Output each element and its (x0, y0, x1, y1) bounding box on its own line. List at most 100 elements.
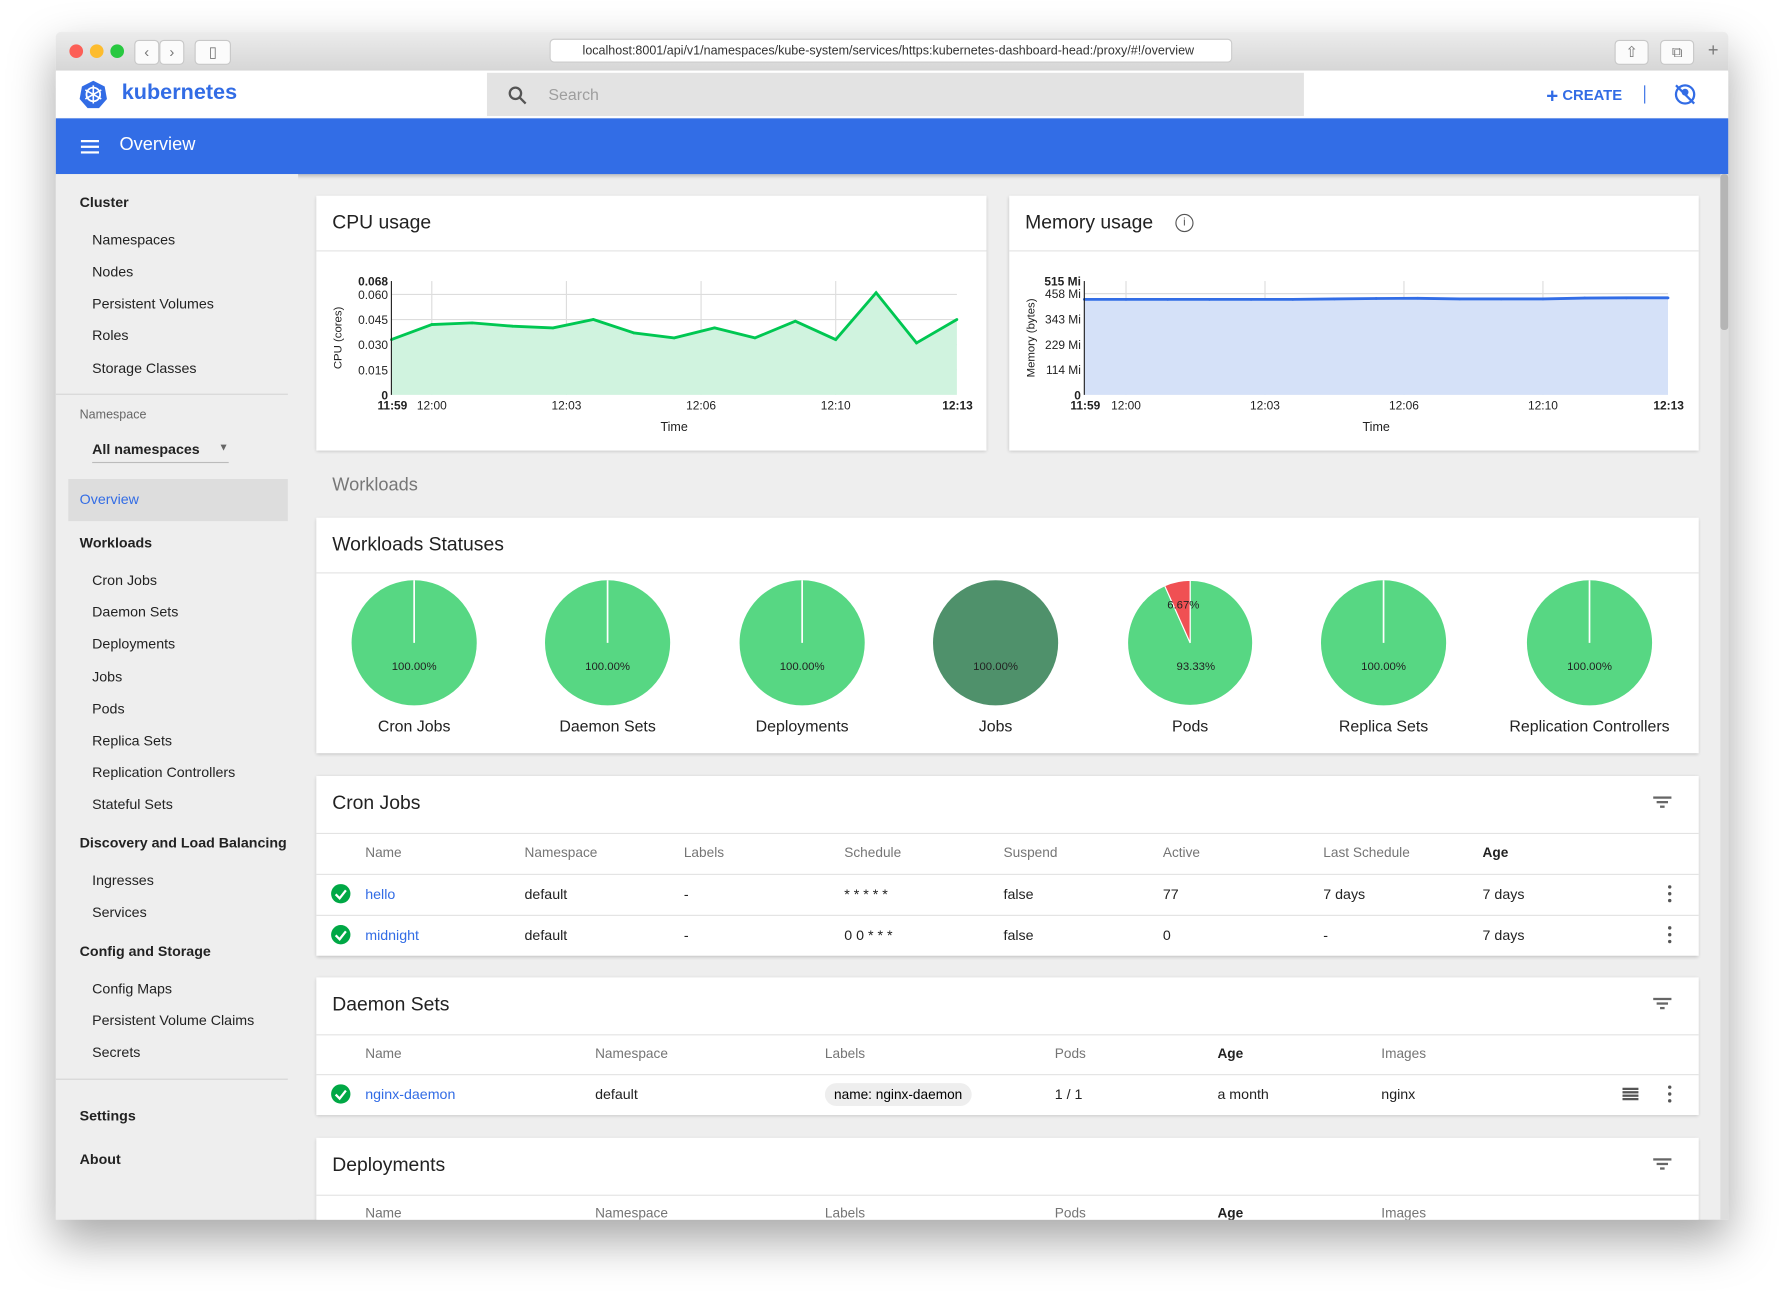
more-options-icon[interactable] (1668, 885, 1673, 903)
data-point[interactable] (1166, 298, 1170, 301)
kubernetes-logo-icon[interactable] (79, 80, 109, 110)
status-chart-replication-controllers[interactable]: 100.00% Replication Controllers (1493, 577, 1686, 748)
sidebar-item-daemon-sets[interactable]: Daemon Sets (92, 604, 179, 621)
data-point[interactable] (1624, 296, 1628, 300)
pie-slice-running[interactable] (545, 580, 671, 706)
status-chart-pods[interactable]: 93.33% 6.67% Pods (1093, 577, 1286, 748)
data-point[interactable] (1583, 296, 1586, 300)
data-point[interactable] (1499, 297, 1503, 301)
sidebar-item-replica-sets[interactable]: Replica Sets (92, 732, 173, 749)
resource-name-link[interactable]: nginx-daemon (365, 1086, 456, 1103)
filter-icon[interactable] (1653, 1158, 1672, 1172)
scrollbar[interactable] (1720, 174, 1729, 1220)
data-point[interactable] (874, 291, 878, 295)
sidebar-item-overview[interactable]: Overview (68, 479, 288, 522)
logs-icon[interactable] (1622, 1087, 1639, 1102)
data-point[interactable] (1249, 298, 1253, 301)
sidebar-item-persistent-volumes[interactable]: Persistent Volumes (92, 295, 214, 312)
sidebar-item-ingresses[interactable]: Ingresses (92, 872, 154, 889)
data-point[interactable] (955, 318, 959, 321)
sidebar-item-pods[interactable]: Pods (92, 700, 125, 717)
filter-icon[interactable] (1653, 997, 1672, 1012)
data-point[interactable] (753, 336, 757, 340)
data-point[interactable] (1208, 298, 1211, 301)
sidebar-item-namespaces[interactable]: Namespaces (92, 232, 176, 249)
data-point[interactable] (1458, 297, 1461, 301)
data-point[interactable] (793, 319, 797, 323)
close-window-button[interactable] (69, 44, 84, 59)
data-point[interactable] (1333, 297, 1336, 301)
pie-slice-succeeded[interactable] (932, 580, 1059, 706)
sidebar-item-config-maps[interactable]: Config Maps (92, 980, 173, 997)
data-point[interactable] (834, 338, 838, 341)
url-bar[interactable]: localhost:8001/api/v1/namespaces/kube-sy… (549, 38, 1233, 63)
data-point[interactable] (1416, 296, 1420, 300)
pie-slice-running[interactable] (739, 580, 865, 706)
info-icon[interactable]: i (1175, 213, 1194, 233)
table-row[interactable]: midnight default - 0 0 * * * false 0 - 7 days (316, 915, 1698, 956)
minimize-window-button[interactable] (89, 44, 104, 59)
sidebar-heading-config[interactable]: Config and Storage (79, 943, 211, 960)
column-header-age[interactable]: Age (1217, 1204, 1244, 1220)
sidebar-heading-workloads[interactable]: Workloads (79, 534, 153, 551)
column-header-age[interactable]: Age (1217, 1045, 1244, 1062)
logo-text[interactable]: kubernetes (121, 80, 238, 105)
status-chart-jobs[interactable]: 100.00% Jobs (899, 577, 1092, 748)
data-point[interactable] (1541, 297, 1545, 301)
status-chart-daemon-sets[interactable]: 100.00% Daemon Sets (511, 577, 704, 748)
sidebar-item-cron-jobs[interactable]: Cron Jobs (92, 572, 157, 589)
sidebar-item-settings[interactable]: Settings (79, 1108, 136, 1125)
sidebar-item-deployments[interactable]: Deployments (92, 636, 176, 652)
search-input[interactable]: Search (486, 72, 1304, 117)
pie-slice-running[interactable] (1526, 580, 1653, 706)
sidebar-item-storage-classes[interactable]: Storage Classes (92, 360, 197, 377)
table-row[interactable]: hello default - * * * * * false 77 7 days 7 day… (316, 874, 1698, 915)
data-point[interactable] (470, 321, 474, 325)
data-point[interactable] (915, 341, 918, 345)
namespace-select[interactable]: All namespaces ▼ (92, 439, 229, 464)
more-options-icon[interactable] (1668, 926, 1673, 944)
forward-icon[interactable]: › (159, 39, 185, 65)
sidebar-item-nodes[interactable]: Nodes (92, 263, 134, 280)
data-point[interactable] (551, 326, 555, 330)
data-point[interactable] (1124, 298, 1128, 301)
status-chart-deployments[interactable]: 100.00% Deployments (705, 577, 898, 748)
data-point[interactable] (511, 324, 514, 328)
resource-name-link[interactable]: hello (365, 886, 396, 903)
pie-slice-failed[interactable] (1163, 579, 1191, 644)
sidebar-item-services[interactable]: Services (92, 904, 147, 921)
sidebar-heading-cluster[interactable]: Cluster (79, 194, 129, 211)
pie-slice-running[interactable] (351, 580, 477, 706)
column-header-name[interactable]: Name (365, 844, 402, 861)
new-tab-icon[interactable]: + (1707, 40, 1719, 61)
filter-icon[interactable] (1653, 796, 1672, 810)
status-chart-replica-sets[interactable]: 100.00% Replica Sets (1287, 577, 1480, 748)
sidebar-item-stateful-sets[interactable]: Stateful Sets (92, 796, 173, 813)
data-point[interactable] (430, 323, 434, 326)
sidebar-item-persistent-volume-claims[interactable]: Persistent Volume Claims (92, 1012, 255, 1029)
back-icon[interactable]: ‹ (134, 39, 160, 65)
maximize-window-button[interactable] (110, 44, 125, 59)
table-row[interactable]: nginx-daemon default name: nginx-daemon 1 /… (316, 1074, 1698, 1115)
data-point[interactable] (1374, 297, 1378, 300)
create-button[interactable]: + CREATE (1546, 84, 1622, 108)
sidebar-item-about[interactable]: About (79, 1151, 121, 1168)
data-point[interactable] (632, 331, 636, 335)
data-point[interactable] (672, 336, 676, 340)
menu-icon[interactable] (80, 139, 99, 154)
data-point[interactable] (591, 318, 595, 321)
sidebar-toggle-icon[interactable]: ▯ (194, 39, 231, 65)
user-icon[interactable] (1674, 83, 1697, 106)
data-point[interactable] (1291, 298, 1295, 301)
column-header-name[interactable]: Name (365, 1204, 402, 1220)
resource-name-link[interactable]: midnight (365, 927, 419, 944)
pie-slice-running[interactable] (1320, 580, 1447, 706)
column-header-age[interactable]: Age (1482, 844, 1509, 861)
share-icon[interactable]: ⇧ (1614, 39, 1649, 65)
sidebar-heading-discovery[interactable]: Discovery and Load Balancing (79, 835, 287, 852)
tabs-icon[interactable]: ⧉ (1660, 39, 1695, 65)
data-point[interactable] (713, 326, 716, 330)
sidebar-item-jobs[interactable]: Jobs (92, 669, 123, 685)
status-chart-cron-jobs[interactable]: 100.00% Cron Jobs (317, 577, 510, 748)
sidebar-item-replication-controllers[interactable]: Replication Controllers (92, 764, 236, 781)
